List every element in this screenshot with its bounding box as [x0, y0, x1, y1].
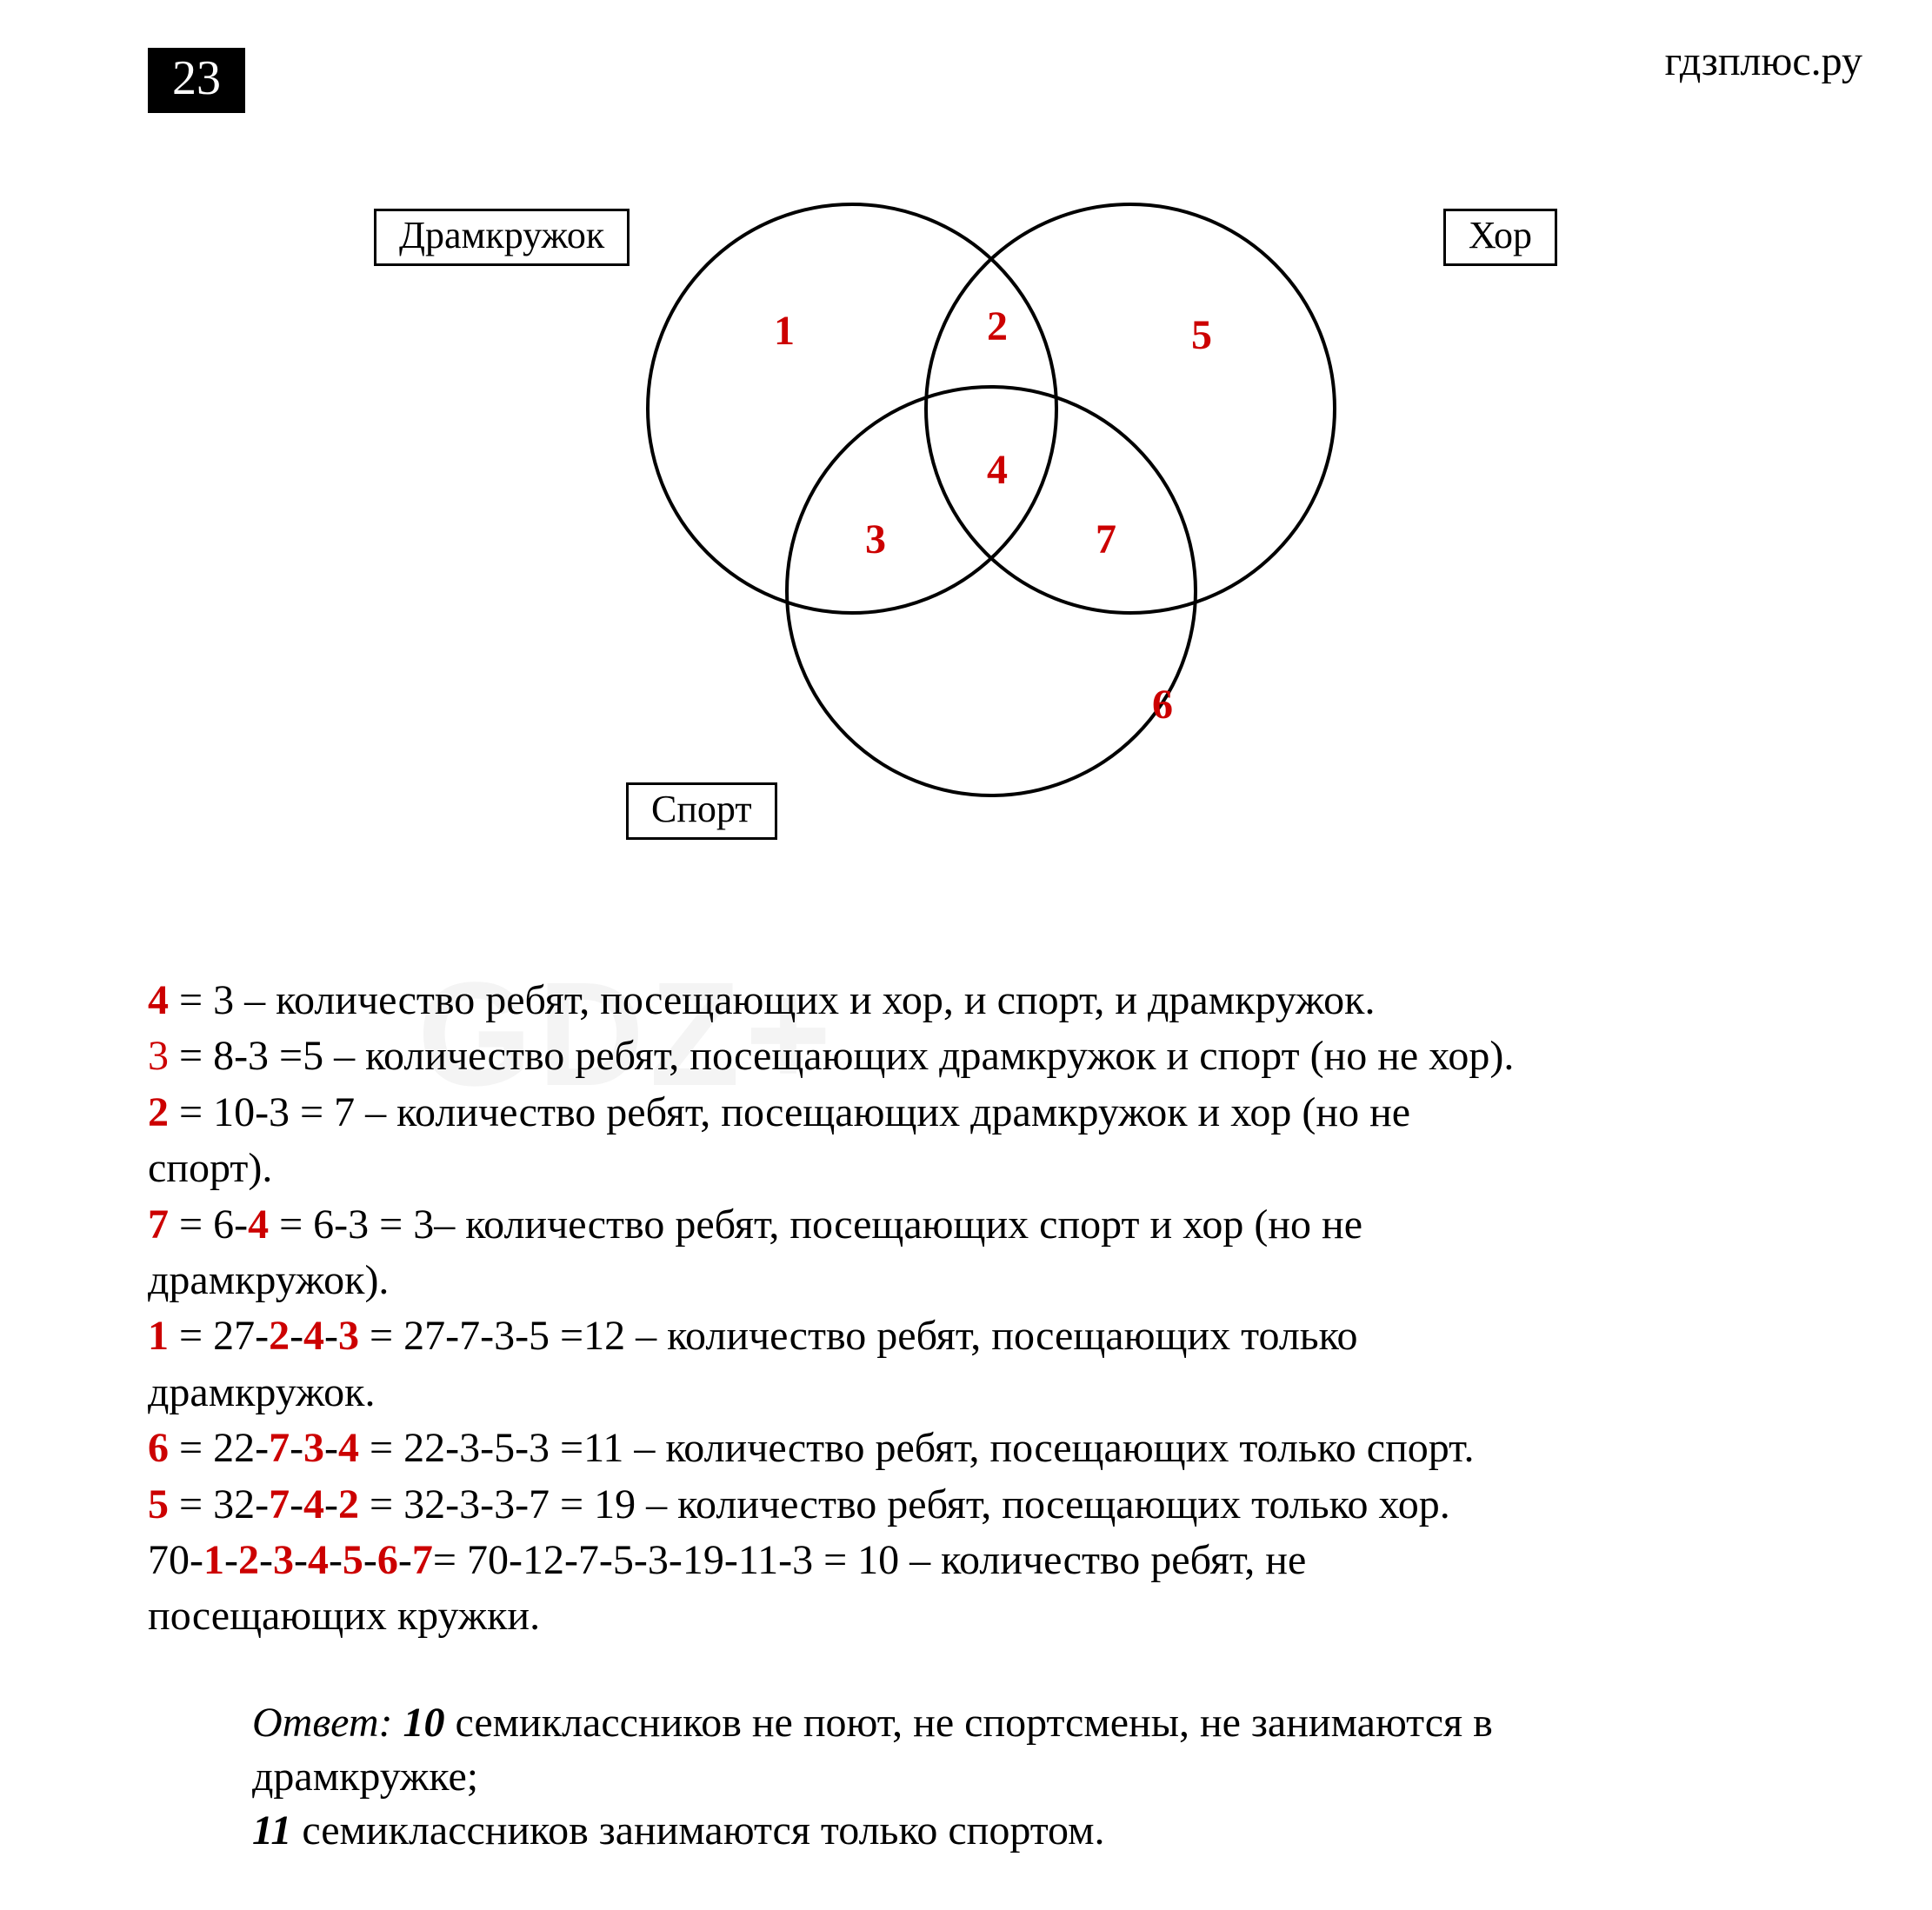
- page: GDZ+ гдзплюс.ру 23 Драмкружок Хор Спорт …: [0, 0, 1932, 1910]
- solution-text: = 3 – количество ребят, посещающих и хор…: [169, 977, 1375, 1023]
- solution-text: = 6-3 = 3– количество ребят, посещающих …: [269, 1201, 1362, 1248]
- region-key: 5: [148, 1481, 169, 1527]
- dash: -: [224, 1537, 238, 1583]
- inline-region-ref: 7: [412, 1537, 433, 1583]
- solution-text: драмкружок.: [148, 1369, 375, 1415]
- venn-label-bottom: Спорт: [626, 782, 777, 840]
- inline-region-ref: 3: [303, 1425, 324, 1471]
- inline-region-ref: 7: [269, 1481, 290, 1527]
- dash: -: [398, 1537, 412, 1583]
- dash: -: [363, 1537, 377, 1583]
- venn-region-2: 2: [987, 300, 1008, 354]
- solution-line: 7 = 6-4 = 6-3 = 3– количество ребят, пос…: [148, 1198, 1861, 1252]
- region-key: 1: [148, 1313, 169, 1359]
- solution-line: 5 = 32-7-4-2 = 32-3-3-7 = 19 – количеств…: [148, 1478, 1861, 1532]
- inline-region-ref: 7: [269, 1425, 290, 1471]
- solution-text: посещающих кружки.: [148, 1593, 540, 1639]
- inline-region-ref: 2: [238, 1537, 259, 1583]
- dash: -: [329, 1537, 343, 1583]
- solution-line: 70-1-2-3-4-5-6-7= 70-12-7-5-3-19-11-3 = …: [148, 1534, 1861, 1587]
- inline-region-ref: 3: [273, 1537, 294, 1583]
- answer-number: 11: [252, 1807, 291, 1853]
- answer-text: семиклассников занимаются только спортом…: [291, 1807, 1104, 1853]
- dash: -: [259, 1537, 273, 1583]
- answer-line: Ответ: 10 семиклассников не поют, не спо…: [252, 1696, 1817, 1750]
- dash: -: [290, 1313, 303, 1359]
- venn-diagram: Драмкружок Хор Спорт 1 2 3 4 5 6 7: [226, 122, 1704, 895]
- dash: -: [324, 1481, 338, 1527]
- dash: -: [324, 1425, 338, 1471]
- inline-region-ref: 2: [338, 1481, 359, 1527]
- venn-label-left: Драмкружок: [374, 209, 630, 266]
- solution-line: 4 = 3 – количество ребят, посещающих и х…: [148, 974, 1861, 1028]
- solution-text: = 22-: [169, 1425, 269, 1471]
- venn-region-4: 4: [987, 443, 1008, 497]
- dash: -: [290, 1481, 303, 1527]
- region-key: 6: [148, 1425, 169, 1471]
- inline-region-ref: 4: [303, 1481, 324, 1527]
- venn-region-5: 5: [1191, 309, 1212, 363]
- answer-block: Ответ: 10 семиклассников не поют, не спо…: [252, 1696, 1817, 1859]
- answer-line: 11 семиклассников занимаются только спор…: [252, 1804, 1817, 1858]
- problem-number-badge: 23: [148, 48, 245, 113]
- solution-line: 1 = 27-2-4-3 = 27-7-3-5 =12 – количество…: [148, 1309, 1861, 1363]
- inline-region-ref: 3: [338, 1313, 359, 1359]
- venn-region-3: 3: [865, 513, 886, 567]
- answer-number: 10: [403, 1700, 444, 1746]
- solution-line: 2 = 10-3 = 7 – количество ребят, посещаю…: [148, 1086, 1861, 1140]
- solution-line: 6 = 22-7-3-4 = 22-3-5-3 =11 – количество…: [148, 1421, 1861, 1475]
- region-key: 4: [148, 977, 169, 1023]
- region-key: 7: [148, 1201, 169, 1248]
- solution-text: = 6-: [169, 1201, 248, 1248]
- region-key: 2: [148, 1089, 169, 1135]
- inline-region-ref: 5: [343, 1537, 363, 1583]
- inline-region-ref: 4: [308, 1537, 329, 1583]
- dash: -: [290, 1425, 303, 1471]
- venn-circle-right: [926, 204, 1335, 613]
- solution-text: = 8-3 =5 – количество ребят, посещающих …: [169, 1033, 1514, 1079]
- answer-text: драмкружке;: [252, 1754, 478, 1800]
- solution-text: = 32-3-3-7 = 19 – количество ребят, посе…: [359, 1481, 1450, 1527]
- venn-region-1: 1: [774, 304, 795, 358]
- solution-line: драмкружок.: [148, 1366, 1861, 1420]
- inline-region-ref: 6: [377, 1537, 398, 1583]
- inline-region-ref: 4: [248, 1201, 269, 1248]
- solution-line: драмкружок).: [148, 1254, 1861, 1308]
- solution-text: = 27-: [169, 1313, 269, 1359]
- solution-text: = 10-3 = 7 – количество ребят, посещающи…: [169, 1089, 1410, 1135]
- answer-line: драмкружке;: [252, 1750, 1817, 1804]
- solution-text: драмкружок).: [148, 1257, 389, 1303]
- solution-text: = 32-: [169, 1481, 269, 1527]
- solution-text: спорт).: [148, 1145, 272, 1191]
- dash: -: [324, 1313, 338, 1359]
- venn-region-6: 6: [1152, 678, 1173, 732]
- inline-region-ref: 1: [203, 1537, 224, 1583]
- dash: -: [294, 1537, 308, 1583]
- solution-text: = 22-3-5-3 =11 – количество ребят, посещ…: [359, 1425, 1474, 1471]
- inline-region-ref: 4: [303, 1313, 324, 1359]
- venn-circle-left: [648, 204, 1056, 613]
- solution-line: спорт).: [148, 1141, 1861, 1195]
- answer-prefix: Ответ:: [252, 1700, 403, 1746]
- solution-text: 70-: [148, 1537, 203, 1583]
- solution-line: посещающих кружки.: [148, 1589, 1861, 1643]
- answer-text: семиклассников не поют, не спортсмены, н…: [444, 1700, 1492, 1746]
- venn-region-7: 7: [1096, 513, 1116, 567]
- solution-text: = 70-12-7-5-3-19-11-3 = 10 – количество …: [433, 1537, 1306, 1583]
- site-watermark: гдзплюс.ру: [1665, 35, 1862, 89]
- region-key: 3: [148, 1033, 169, 1079]
- solution-block: 4 = 3 – количество ребят, посещающих и х…: [148, 974, 1861, 1859]
- solution-line: 3 = 8-3 =5 – количество ребят, посещающи…: [148, 1029, 1861, 1083]
- venn-label-right: Хор: [1443, 209, 1557, 266]
- inline-region-ref: 2: [269, 1313, 290, 1359]
- solution-text: = 27-7-3-5 =12 – количество ребят, посещ…: [359, 1313, 1358, 1359]
- inline-region-ref: 4: [338, 1425, 359, 1471]
